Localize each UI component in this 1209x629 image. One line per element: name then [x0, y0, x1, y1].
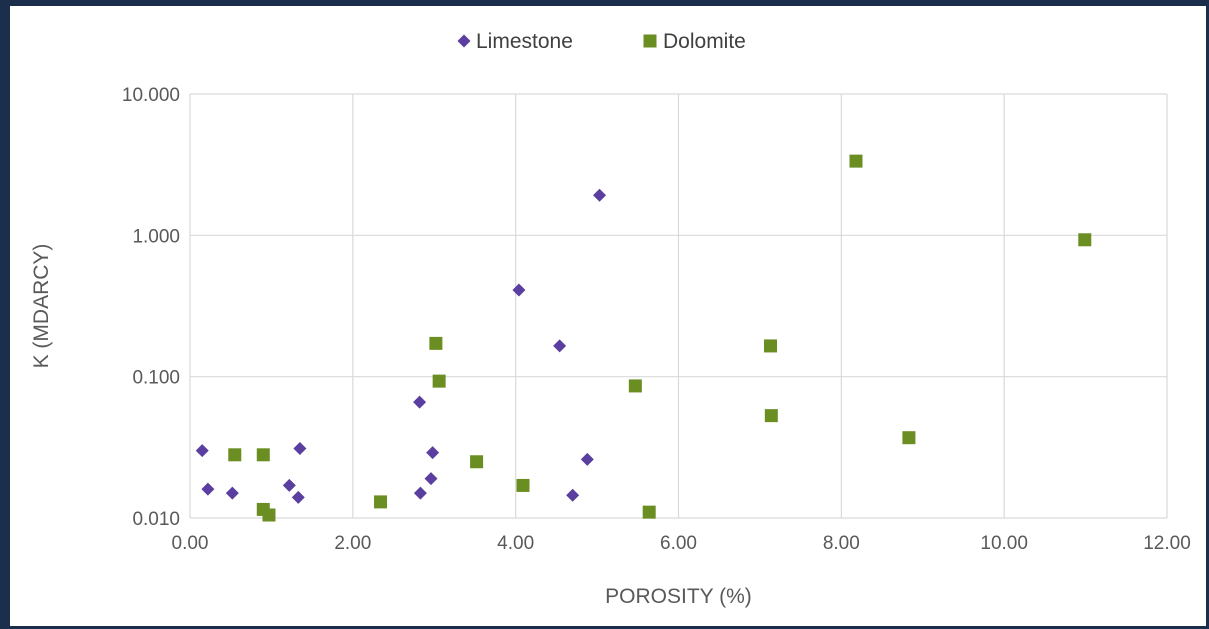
diamond-point	[413, 395, 427, 409]
diamond-point	[580, 452, 594, 466]
y-tick-label: 0.100	[132, 368, 180, 389]
square-point	[849, 154, 863, 168]
legend-marker-diamond	[457, 34, 471, 48]
square-point	[628, 379, 642, 393]
square-point	[1078, 233, 1092, 247]
y-tick-label: 1.000	[132, 226, 180, 247]
y-tick-label: 10.000	[122, 85, 180, 106]
diamond-point	[426, 446, 440, 460]
square-point	[764, 409, 778, 423]
x-tick-label: 0.00	[172, 533, 209, 554]
legend-marker-square	[643, 34, 657, 48]
square-point	[764, 339, 778, 353]
square-point	[429, 336, 443, 350]
diamond-point	[566, 488, 580, 502]
x-tick-label: 8.00	[823, 533, 860, 554]
square-point	[470, 455, 484, 469]
square-point	[228, 448, 242, 462]
scatter-chart: 0.010 0.100 1.000 10.000 0.00 2.00 4.00 6.00 8.…	[30, 30, 1191, 608]
series-limestone	[195, 188, 607, 504]
diamond-point	[553, 339, 567, 353]
legend: Limestone Dolomite	[457, 30, 746, 53]
square-point	[902, 431, 916, 445]
x-axis-tick-labels: 0.00 2.00 4.00 6.00 8.00 10.00 12.00	[172, 533, 1191, 554]
x-axis-title: POROSITY (%)	[605, 585, 752, 608]
square-point	[374, 495, 388, 509]
legend-item-dolomite: Dolomite	[643, 30, 746, 53]
diamond-point	[195, 444, 209, 458]
square-point	[256, 448, 270, 462]
data-points	[195, 154, 1092, 522]
y-tick-label: 0.010	[132, 509, 180, 530]
square-point	[642, 505, 656, 519]
x-tick-label: 10.00	[980, 533, 1028, 554]
diamond-point	[413, 486, 427, 500]
series-dolomite	[228, 154, 1092, 522]
legend-label-dolomite: Dolomite	[663, 30, 746, 53]
x-tick-label: 4.00	[497, 533, 534, 554]
x-tick-label: 12.00	[1143, 533, 1191, 554]
diamond-point	[282, 478, 296, 492]
square-point	[516, 478, 530, 492]
chart-area: 0.010 0.100 1.000 10.000 0.00 2.00 4.00 6.00 8.…	[10, 6, 1206, 626]
gridlines	[189, 93, 1168, 519]
y-axis-title: K (MDARCY)	[30, 244, 53, 369]
diamond-point	[225, 486, 239, 500]
legend-item-limestone: Limestone	[457, 30, 573, 53]
x-tick-label: 6.00	[660, 533, 697, 554]
legend-label-limestone: Limestone	[476, 30, 573, 53]
diamond-point	[424, 472, 438, 486]
square-point	[432, 374, 446, 388]
diamond-point	[593, 188, 607, 202]
x-tick-label: 2.00	[334, 533, 371, 554]
diamond-point	[293, 442, 307, 456]
y-axis-tick-labels: 0.010 0.100 1.000 10.000	[122, 85, 180, 530]
diamond-point	[291, 490, 305, 504]
diamond-point	[512, 283, 526, 297]
square-point	[262, 508, 276, 522]
diamond-point	[201, 482, 215, 496]
